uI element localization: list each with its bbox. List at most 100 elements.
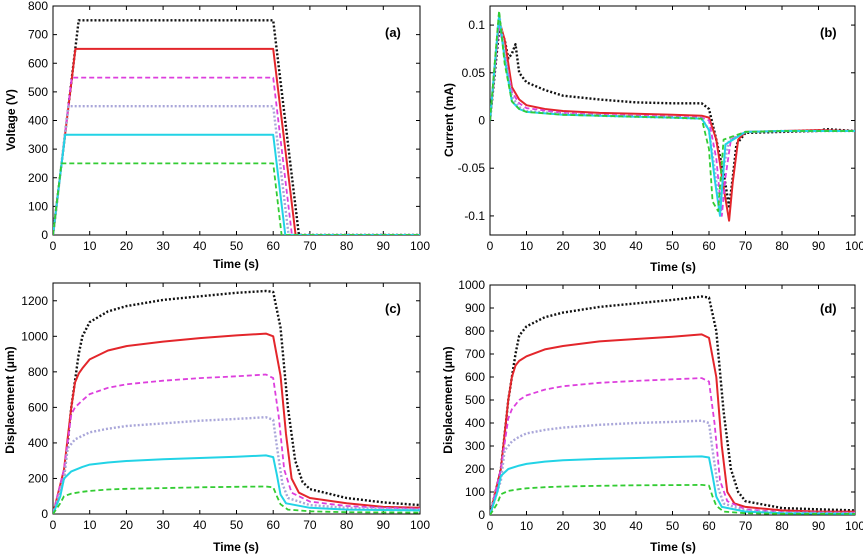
series-line-d550 — [53, 373, 420, 514]
x-tick-label: 100 — [845, 239, 863, 253]
x-tick-label: 10 — [83, 518, 97, 532]
series-line-i550 — [490, 24, 855, 217]
y-tick-label: 600 — [465, 370, 485, 384]
x-tick-label: 30 — [593, 239, 607, 253]
series-line-v250 — [53, 162, 420, 235]
y-tick-label: 0 — [478, 114, 485, 128]
series-line-v350 — [53, 133, 420, 235]
x-tick-label: 40 — [193, 518, 207, 532]
y-tick-label: 400 — [28, 436, 48, 450]
y-axis-label-c: Displacement (μm) — [3, 346, 17, 453]
y-tick-label: 500 — [28, 85, 48, 99]
y-tick-label: 700 — [465, 347, 485, 361]
ticks-d: 0 10 20 30 40 50 60 70 80 90 100010020030040050060… — [458, 278, 863, 533]
x-tick-label: 90 — [377, 518, 391, 532]
panel-label-b: (b) — [820, 25, 837, 40]
x-axis-label-b: Time (s) — [650, 260, 696, 274]
y-tick-label: 700 — [28, 28, 48, 42]
x-tick-label: 30 — [593, 519, 607, 533]
x-tick-label: 80 — [775, 519, 789, 533]
x-tick-label: 90 — [812, 239, 826, 253]
x-tick-label: 60 — [702, 239, 716, 253]
x-tick-label: 20 — [120, 518, 134, 532]
y-axis-label-a: Voltage (V) — [4, 89, 18, 151]
series-line-d250 — [53, 485, 420, 514]
series-line-e450 — [490, 419, 855, 515]
x-tick-label: 100 — [410, 518, 430, 532]
y-tick-label: 300 — [28, 142, 48, 156]
y-tick-label: 800 — [465, 324, 485, 338]
panel-d: 0 10 20 30 40 50 60 70 80 90 100010020030040050060… — [441, 278, 863, 554]
plot-frame-c — [52, 282, 421, 515]
y-axis-label-d: Displacement (μm) — [441, 346, 455, 453]
y-tick-label: -0.05 — [458, 161, 486, 175]
series-line-d650 — [53, 332, 420, 514]
ticks-c: 0 10 20 30 40 50 60 70 80 90 100020040060080010001… — [21, 283, 430, 532]
y-tick-label: 0 — [478, 508, 485, 522]
y-tick-label: 100 — [28, 199, 48, 213]
y-tick-label: 1200 — [21, 294, 48, 308]
panel-label-d: (d) — [820, 301, 837, 316]
x-tick-label: 90 — [377, 239, 391, 253]
y-tick-label: 0.1 — [468, 18, 485, 32]
y-tick-label: 300 — [465, 439, 485, 453]
x-tick-label: 80 — [340, 518, 354, 532]
y-tick-label: 1000 — [458, 278, 485, 292]
y-tick-label: 800 — [28, 365, 48, 379]
y-tick-label: 200 — [28, 471, 48, 485]
y-tick-label: 0.05 — [462, 66, 486, 80]
y-tick-label: 900 — [465, 301, 485, 315]
x-tick-label: 70 — [739, 519, 753, 533]
series-line-e650 — [490, 333, 855, 515]
series-line-d750 — [53, 289, 420, 514]
x-tick-label: 70 — [739, 239, 753, 253]
y-tick-label: 200 — [465, 462, 485, 476]
x-tick-label: 30 — [156, 518, 170, 532]
y-tick-label: 400 — [465, 416, 485, 430]
panel-label-c: (c) — [385, 301, 401, 316]
panel-a: 0 10 20 30 40 50 60 70 80 90 100 0 100 200 300 400 500 60… — [4, 0, 430, 271]
plot-frame-b — [489, 5, 856, 236]
x-tick-label: 50 — [666, 519, 680, 533]
plot-frame-a — [52, 5, 421, 236]
y-tick-label: 1000 — [21, 329, 48, 343]
x-tick-label: 40 — [629, 239, 643, 253]
series-line-d450 — [53, 416, 420, 514]
ticks-a: 0 10 20 30 40 50 60 70 80 90 100 0 100 200 300 400 500 60… — [28, 0, 430, 253]
series-line-v450 — [53, 104, 420, 235]
x-tick-label: 0 — [487, 239, 494, 253]
x-tick-label: 60 — [267, 518, 281, 532]
x-axis-label-d: Time (s) — [650, 540, 696, 554]
y-tick-label: 600 — [28, 56, 48, 70]
x-tick-label: 50 — [666, 239, 680, 253]
panel-label-a: (a) — [385, 25, 401, 40]
series-c — [53, 289, 420, 514]
y-tick-label: 0 — [41, 507, 48, 521]
series-a — [53, 19, 420, 235]
panel-c: 0 10 20 30 40 50 60 70 80 90 100020040060080010001… — [3, 282, 430, 554]
panel-b: 0 10 20 30 40 50 60 70 80 90 100-0.1-0.0500.050.1 … — [442, 5, 863, 274]
x-tick-label: 50 — [230, 239, 244, 253]
x-tick-label: 0 — [487, 519, 494, 533]
x-tick-label: 70 — [303, 239, 317, 253]
y-tick-label: 0 — [41, 228, 48, 242]
series-d — [490, 295, 855, 515]
y-tick-label: 600 — [28, 400, 48, 414]
x-tick-label: 10 — [83, 239, 97, 253]
plot-frame-d — [489, 284, 856, 516]
series-line-e550 — [490, 377, 855, 515]
series-line-d350 — [53, 454, 420, 514]
series-line-e750 — [490, 295, 855, 515]
y-tick-label: 400 — [28, 114, 48, 128]
y-tick-label: 200 — [28, 171, 48, 185]
series-line-e350 — [490, 455, 855, 515]
x-axis-label-a: Time (s) — [213, 257, 259, 271]
x-tick-label: 80 — [340, 239, 354, 253]
x-tick-label: 70 — [303, 518, 317, 532]
series-b — [490, 9, 855, 222]
x-tick-label: 90 — [812, 519, 826, 533]
x-tick-label: 40 — [193, 239, 207, 253]
x-tick-label: 10 — [520, 239, 534, 253]
series-line-i650 — [490, 19, 855, 222]
y-axis-label-b: Current (mA) — [442, 83, 456, 157]
